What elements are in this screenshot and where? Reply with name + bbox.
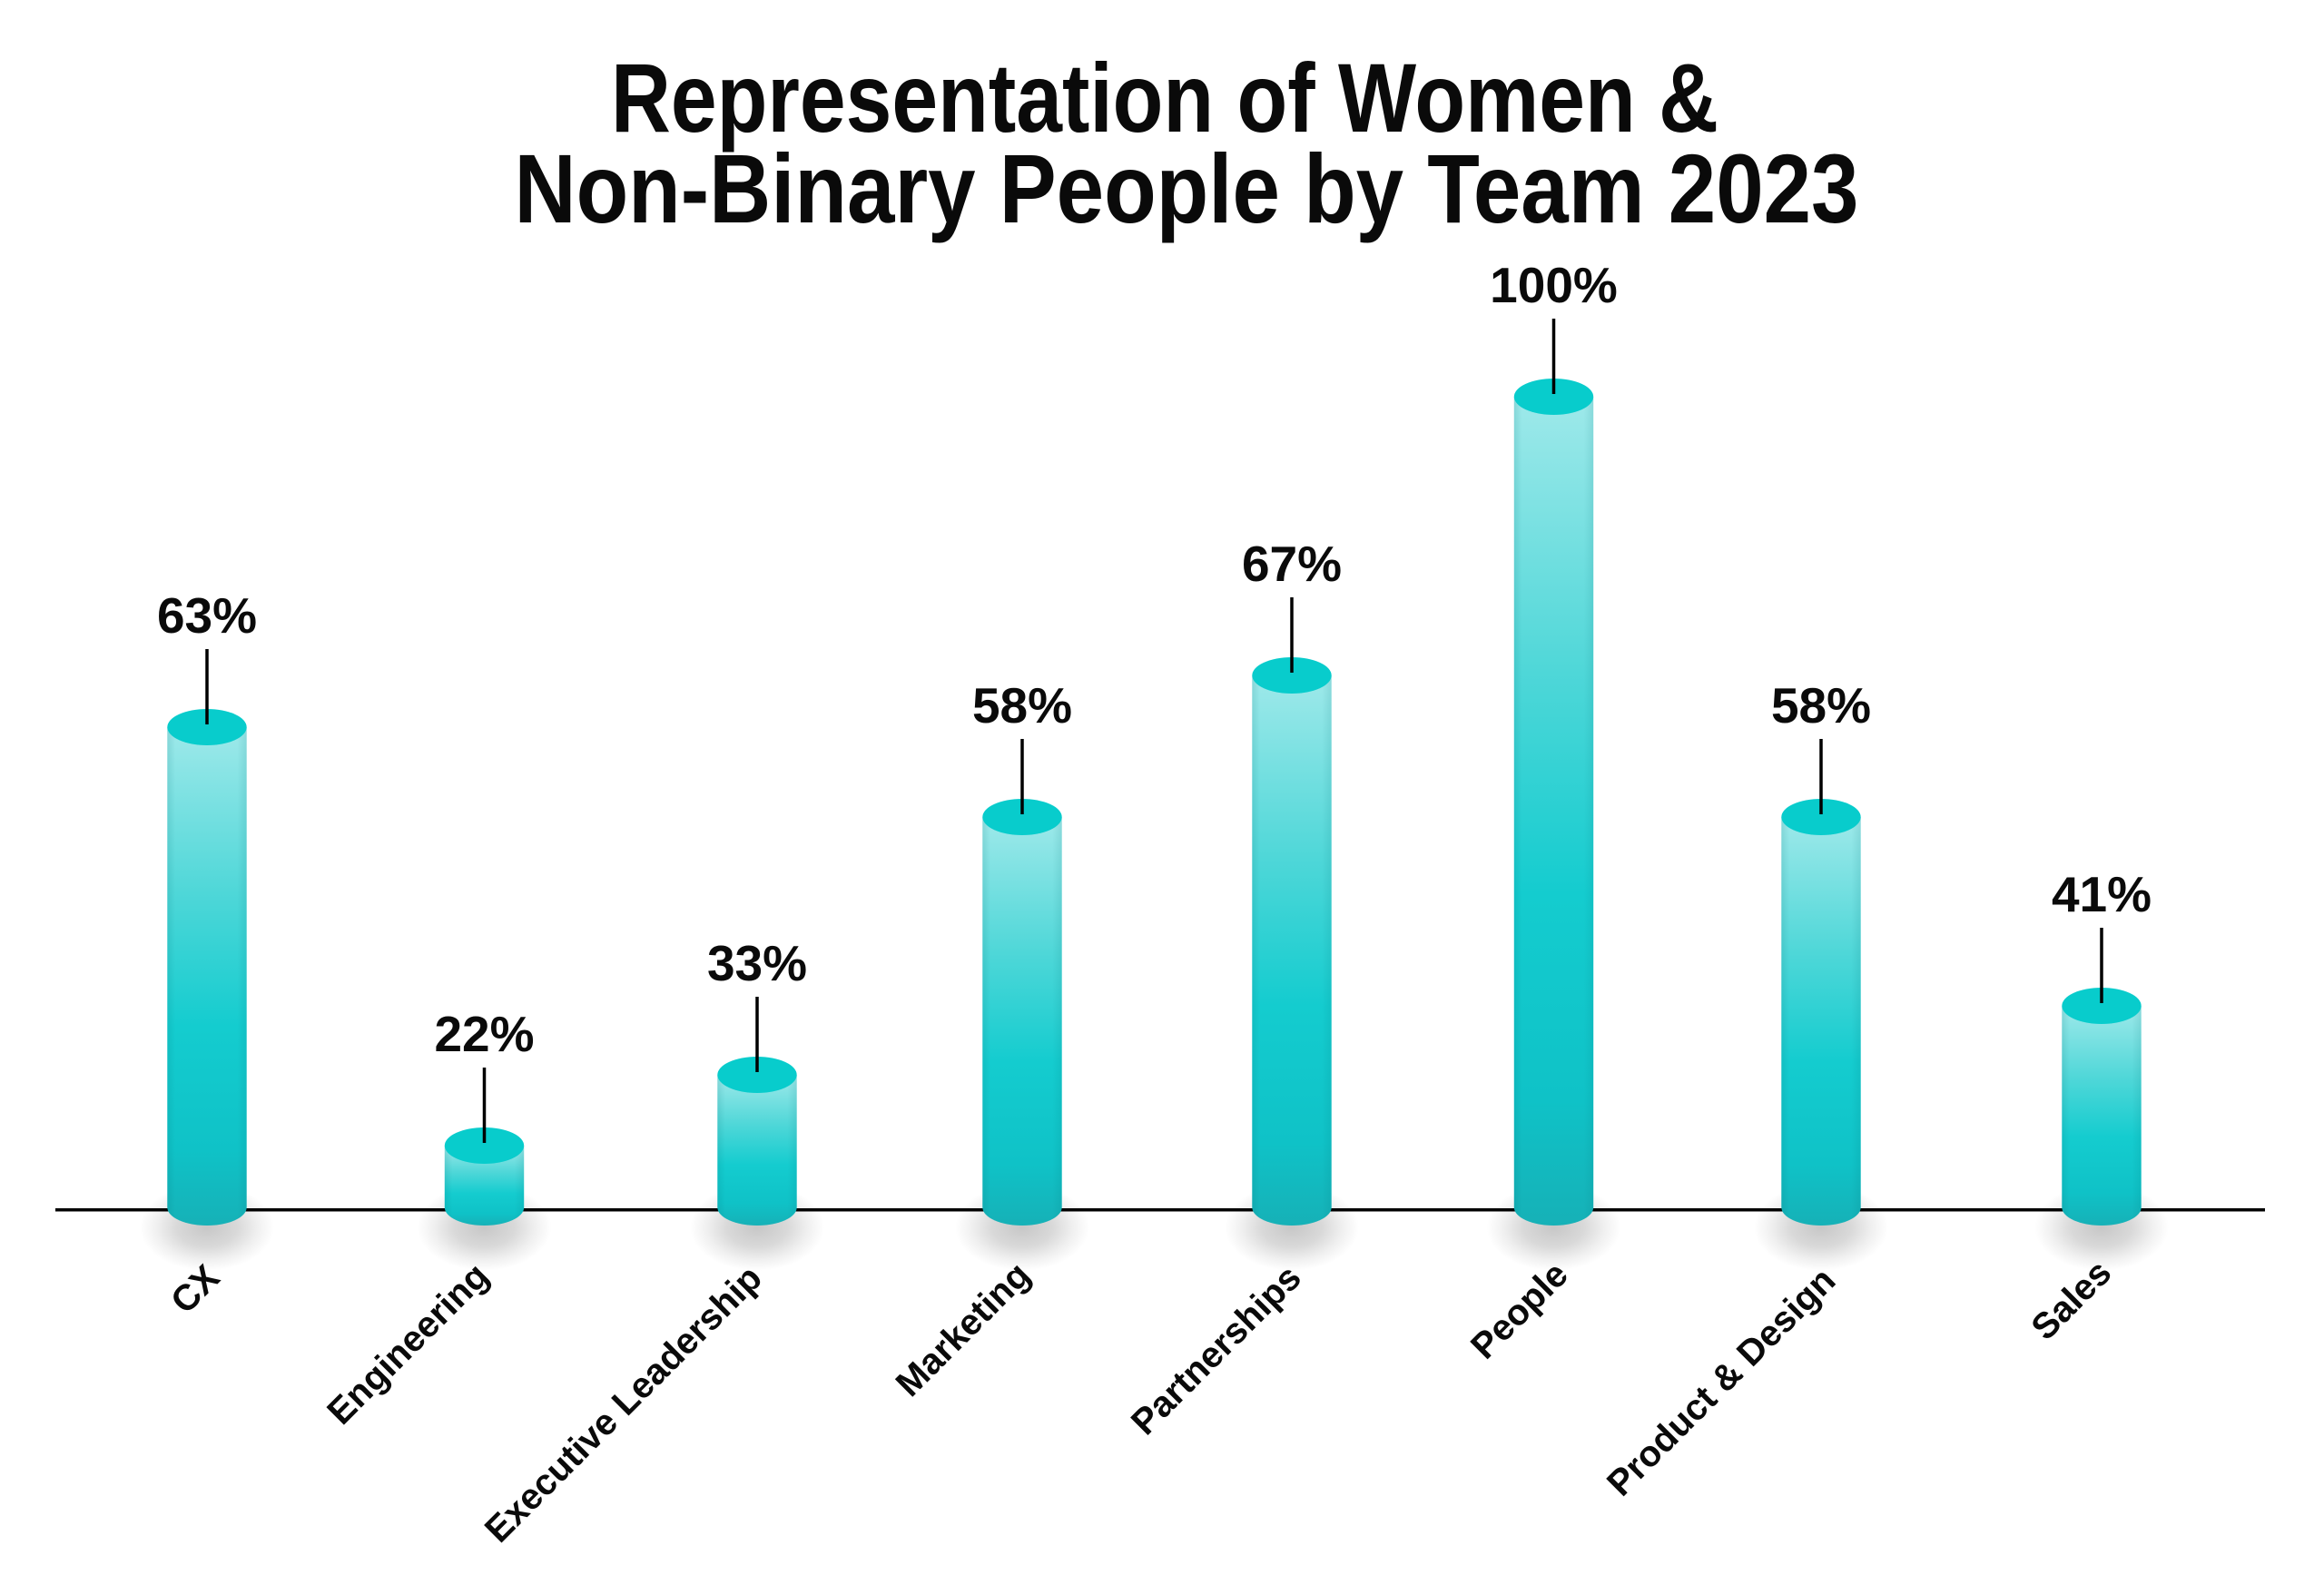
svg-text:Executive Leadership: Executive Leadership [478, 1258, 770, 1551]
svg-text:People: People [1463, 1255, 1576, 1367]
svg-text:Non-Binary People by Team 2023: Non-Binary People by Team 2023 [515, 133, 1859, 243]
svg-text:Marketing: Marketing [889, 1255, 1039, 1404]
svg-text:Engineering: Engineering [320, 1255, 497, 1432]
svg-text:67%: 67% [1242, 536, 1342, 592]
svg-text:100%: 100% [1490, 257, 1618, 313]
svg-text:58%: 58% [972, 677, 1072, 733]
svg-text:33%: 33% [707, 935, 807, 991]
svg-text:Representation of Women &: Representation of Women & [611, 43, 1718, 153]
svg-text:Sales: Sales [2024, 1253, 2119, 1348]
svg-text:63%: 63% [157, 587, 257, 644]
svg-text:Product & Design: Product & Design [1600, 1260, 1843, 1503]
svg-text:58%: 58% [1771, 677, 1871, 733]
svg-text:41%: 41% [2052, 866, 2152, 922]
svg-text:Partnerships: Partnerships [1124, 1257, 1309, 1442]
svg-text:22%: 22% [434, 1006, 534, 1062]
